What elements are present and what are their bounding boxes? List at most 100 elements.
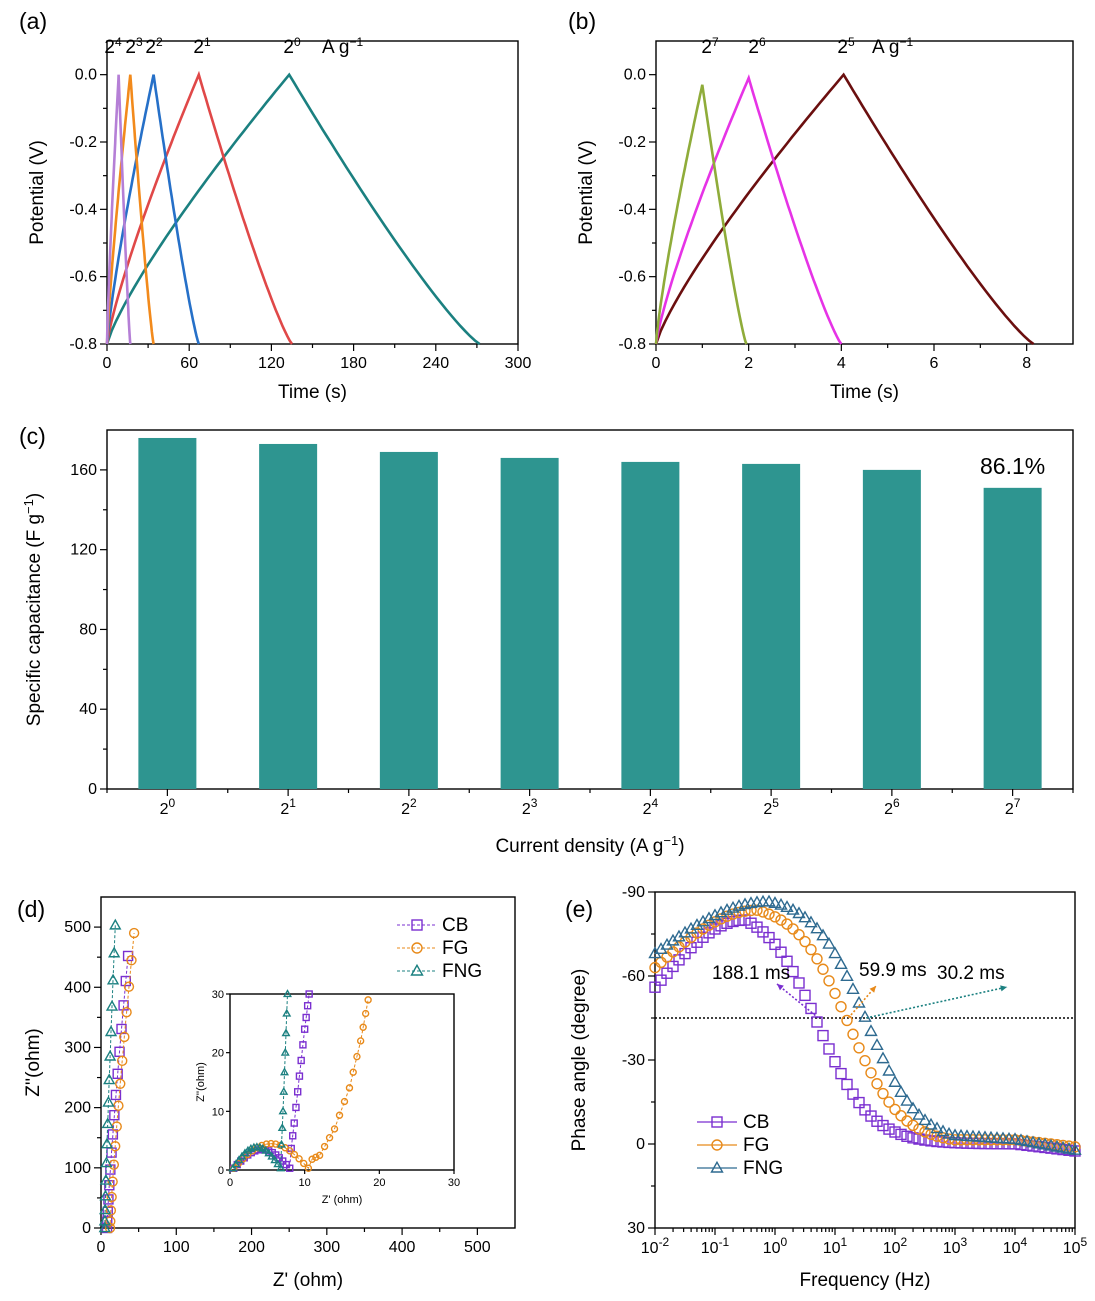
phase-point-FG — [889, 1103, 901, 1116]
x-tick-label: 400 — [389, 1239, 416, 1256]
category-label-5-base: 2 — [763, 801, 772, 818]
inset-point-FG — [345, 1084, 354, 1092]
inset-point-CB — [289, 1132, 297, 1140]
inset-point-FG — [295, 1155, 303, 1163]
phase-point-FNG — [768, 896, 782, 908]
gcd-curve-2-4 — [105, 74, 132, 345]
phase-point-CB — [985, 1137, 997, 1150]
inset-y-axis-label: Z''(ohm) — [195, 1062, 207, 1102]
nyquist-point-FNG — [98, 1203, 112, 1215]
phase-point-FNG — [822, 936, 836, 949]
inset-point-CB — [295, 1072, 304, 1080]
gcd-curve-2-7 — [654, 84, 748, 345]
x-axis-label: Z' (ohm) — [273, 1270, 343, 1291]
nyquist-point-FG — [108, 1159, 120, 1170]
category-label-7-exp: 7 — [1014, 796, 1021, 810]
x-tick-label-exp: 1 — [841, 1235, 848, 1249]
series-label-2-3-base: 2 — [125, 37, 136, 58]
y-tick-label: -0.4 — [618, 201, 646, 218]
nyquist-point-FG — [126, 955, 137, 966]
x-tick-label: 2 — [744, 355, 753, 372]
phase-point-CB — [895, 1128, 907, 1141]
phase-point-FNG — [828, 946, 842, 959]
inset-plot: 00 10 10 20 20 30 30 Z' (ohm) Z''(ohm) — [195, 989, 460, 1206]
phase-point-CB — [901, 1130, 913, 1142]
y-tick-label: -0.2 — [618, 134, 646, 151]
plot-frame — [100, 896, 516, 1229]
inset-point-FNG — [281, 1028, 291, 1037]
phase-point-FNG — [690, 918, 704, 930]
phase-point-FG — [859, 1055, 871, 1067]
x-tick-label-base: 10 — [763, 1240, 781, 1257]
phase-point-FNG — [900, 1093, 914, 1106]
y-tick-label: -0.2 — [69, 134, 97, 151]
phase-point-CB — [673, 954, 685, 966]
inset-point-FG — [356, 1037, 365, 1045]
series-label-2-5-exp: 5 — [848, 35, 855, 49]
category-label-7: 27 — [1005, 796, 1021, 818]
x-tick-label: 100 — [163, 1239, 190, 1256]
phase-point-FG — [991, 1134, 1003, 1146]
phase-point-CB — [769, 938, 781, 951]
x-axis-label: Time (s) — [830, 382, 899, 403]
category-label-6: 26 — [884, 796, 900, 818]
phase-point-FG — [811, 953, 823, 965]
phase-point-CB — [889, 1126, 901, 1138]
bar-0 — [138, 437, 197, 789]
phase-point-CB — [853, 1096, 865, 1109]
nyquist-point-FG — [123, 981, 135, 992]
x-tick-label-base: 10 — [1003, 1240, 1021, 1257]
series-label-2-3: 23 — [125, 35, 143, 58]
x-tick-label: 60 — [180, 355, 198, 372]
legend-label-FNG: FNG — [743, 1158, 783, 1179]
x-tick-label: 102 — [883, 1235, 908, 1257]
x-tick-label: 120 — [258, 355, 285, 372]
y-tick-label: 500 — [64, 919, 91, 936]
phase-point-FG — [757, 906, 769, 918]
nyquist-point-FG — [117, 1055, 128, 1067]
inset-point-FNG — [228, 1163, 238, 1172]
inset-point-FG — [320, 1142, 329, 1151]
y-tick-label: -90 — [622, 884, 645, 901]
phase-point-FNG — [888, 1075, 902, 1087]
y-tick-label: 300 — [64, 1039, 91, 1056]
phase-point-FNG — [684, 921, 698, 934]
inset-y-tick-label: 0 — [218, 1165, 224, 1177]
phase-point-FNG — [906, 1101, 920, 1114]
phase-point-FNG — [912, 1107, 926, 1120]
phase-point-CB — [883, 1123, 895, 1135]
phase-point-FG — [763, 908, 775, 920]
y-tick-label: 0 — [636, 1136, 645, 1153]
phase-point-FNG — [1026, 1135, 1040, 1148]
series-label-2-4: 24 — [104, 35, 122, 58]
y-tick-label: -0.6 — [618, 269, 646, 286]
inset-point-FNG — [231, 1159, 241, 1168]
phase-point-FNG — [762, 894, 776, 907]
x-tick-label: 6 — [930, 355, 939, 372]
phase-point-CB — [649, 981, 661, 993]
series-label-2-7-exp: 7 — [712, 35, 719, 49]
phase-point-FNG — [696, 914, 710, 927]
inset-point-FG — [300, 1159, 308, 1168]
series-label-2-2: 22 — [145, 35, 163, 58]
phase-point-FNG — [816, 928, 830, 941]
inset-line-CB — [233, 993, 310, 1170]
y-tick-label: 200 — [64, 1100, 91, 1117]
x-axis-label: Current density (A g−1) — [495, 833, 684, 857]
bar-1 — [259, 443, 318, 789]
nyquist-point-CB — [112, 1068, 123, 1080]
phase-point-FNG — [858, 1009, 872, 1022]
nyquist-point-FNG — [104, 1025, 118, 1037]
arrow-shaft — [776, 983, 819, 1019]
category-label-2: 22 — [401, 796, 417, 818]
category-label-2-exp: 2 — [410, 796, 417, 810]
phase-point-FG — [799, 935, 811, 948]
bar-6 — [862, 469, 921, 789]
nyquist-point-FG — [106, 1191, 117, 1203]
legend-label-FG: FG — [442, 938, 468, 959]
nyquist-point-FNG — [102, 1095, 115, 1107]
phase-point-FNG — [936, 1124, 950, 1137]
category-label-3-exp: 3 — [531, 796, 538, 810]
inset-point-FNG — [282, 1008, 292, 1017]
